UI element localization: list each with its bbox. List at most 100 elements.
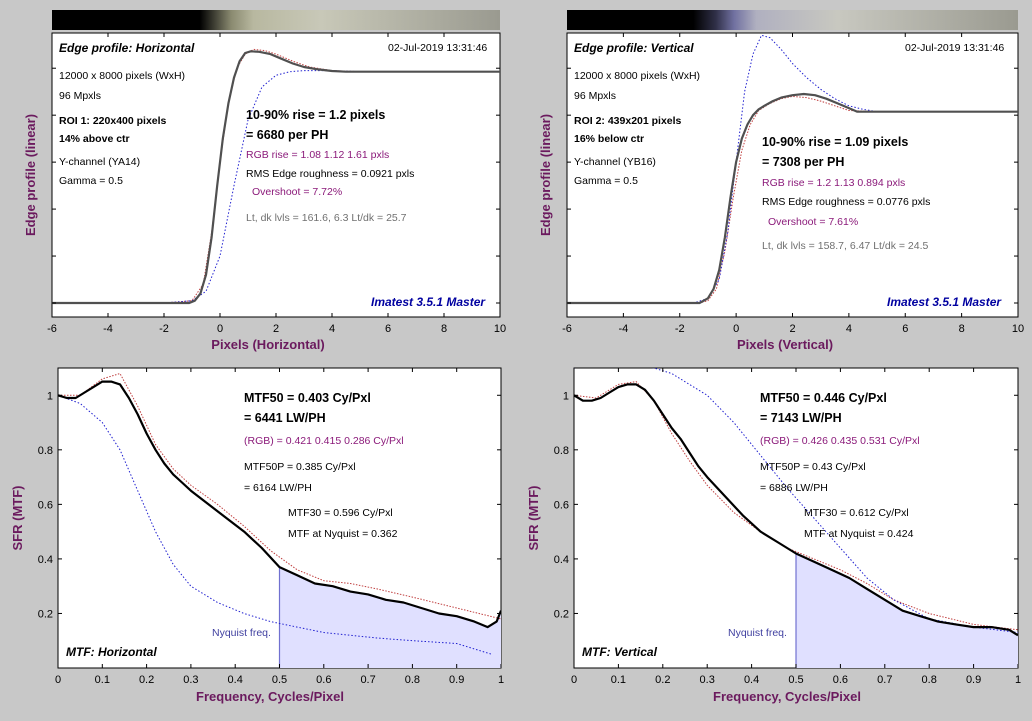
x-tick-label: 10 <box>494 323 506 335</box>
channel: Y-channel (YA14) <box>59 156 140 168</box>
x-tick-label: 6 <box>902 323 908 335</box>
x-tick-label: 0.8 <box>405 674 420 686</box>
panel-title: MTF: Horizontal <box>66 645 157 659</box>
x-tick-label: 0.5 <box>272 674 287 686</box>
mtf50-rgb: (RGB) = 0.426 0.435 0.531 Cy/Pxl <box>760 435 920 447</box>
rise-per-ph: = 7308 per PH <box>762 155 844 169</box>
y-axis-title: Edge profile (linear) <box>23 114 38 236</box>
x-tick-label: 4 <box>846 323 852 335</box>
x-axis-title: Pixels (Horizontal) <box>211 337 324 352</box>
y-tick-label: 0.2 <box>38 608 53 620</box>
series-y-line <box>574 383 1018 637</box>
x-axis-title: Frequency, Cycles/Pixel <box>713 689 861 704</box>
y-tick-label: 0.8 <box>554 445 569 457</box>
y-axis-title: SFR (MTF) <box>10 486 25 551</box>
megapixels: 96 Mpxls <box>59 90 101 102</box>
nyquist-label: Nyquist freq. <box>728 627 787 639</box>
x-tick-label: 0 <box>571 674 577 686</box>
x-tick-label: 0.6 <box>833 674 848 686</box>
x-tick-label: 4 <box>329 323 335 335</box>
timestamp: 02-Jul-2019 13:31:46 <box>905 42 1004 54</box>
rms-roughness: RMS Edge roughness = 0.0776 pxls <box>762 196 930 208</box>
y-tick-label: 1 <box>47 390 53 402</box>
x-tick-label: 0.1 <box>611 674 626 686</box>
x-axis-title: Pixels (Vertical) <box>737 337 833 352</box>
roi-position: 16% below ctr <box>574 133 644 145</box>
nyquist-label: Nyquist freq. <box>212 627 271 639</box>
mtf-panel-vertical: MTF50 = 0.446 Cy/Pxl = 7143 LW/PH (RGB) … <box>526 367 1021 704</box>
mtf30-value: MTF30 = 0.596 Cy/Pxl <box>288 507 393 519</box>
x-tick-label: -6 <box>47 323 57 335</box>
roi-size: ROI 1: 220x400 pixels <box>59 115 167 127</box>
mtf50p-lwph: = 6886 LW/PH <box>760 482 828 494</box>
y-tick-label: 0.6 <box>38 499 53 511</box>
megapixels: 96 Mpxls <box>574 90 616 102</box>
roi-position: 14% above ctr <box>59 133 130 145</box>
nyquist-region <box>796 553 1018 668</box>
mtf50-value: MTF50 = 0.446 Cy/Pxl <box>760 391 887 405</box>
rgb-rise: RGB rise = 1.08 1.12 1.61 pxls <box>246 149 389 161</box>
x-tick-label: 0 <box>55 674 61 686</box>
levels: Lt, dk lvls = 161.6, 6.3 Lt/dk = 25.7 <box>246 212 407 224</box>
x-tick-label: 1 <box>1015 674 1021 686</box>
y-tick-label: 0.8 <box>38 445 53 457</box>
plot-area <box>51 32 501 318</box>
x-tick-label: 0 <box>217 323 223 335</box>
plot-area <box>566 32 1019 318</box>
brand-label: Imatest 3.5.1 Master <box>887 295 1002 309</box>
series-y-line <box>52 50 500 305</box>
x-tick-label: -4 <box>103 323 113 335</box>
rise-value: 10-90% rise = 1.09 pixels <box>762 135 908 149</box>
x-tick-label: -2 <box>159 323 169 335</box>
x-tick-label: 6 <box>385 323 391 335</box>
gray-strip-horizontal <box>52 10 500 30</box>
x-tick-label: 0.1 <box>95 674 110 686</box>
rms-roughness: RMS Edge roughness = 0.0921 pxls <box>246 168 414 180</box>
mtf50-lwph: = 6441 LW/PH <box>244 411 326 425</box>
series-r-line <box>567 95 1018 304</box>
x-tick-label: 0.9 <box>966 674 981 686</box>
mtf-panel-horizontal: MTF50 = 0.403 Cy/Pxl = 6441 LW/PH (RGB) … <box>10 367 504 704</box>
mtf50p-value: MTF50P = 0.385 Cy/Pxl <box>244 461 356 473</box>
panel-title: MTF: Vertical <box>582 645 658 659</box>
x-tick-label: 0.4 <box>228 674 243 686</box>
x-tick-label: 0.3 <box>700 674 715 686</box>
series-r-line <box>574 381 1018 631</box>
x-tick-label: 1 <box>498 674 504 686</box>
edge-panel-vertical: Edge profile: Vertical 02-Jul-2019 13:31… <box>538 32 1024 352</box>
y-axis-title: Edge profile (linear) <box>538 114 553 236</box>
gamma: Gamma = 0.5 <box>574 175 638 187</box>
x-axis-title: Frequency, Cycles/Pixel <box>196 689 344 704</box>
series-y-line <box>567 92 1018 305</box>
x-tick-label: 2 <box>273 323 279 335</box>
x-tick-label: 0.2 <box>139 674 154 686</box>
rgb-rise: RGB rise = 1.2 1.13 0.894 pxls <box>762 177 905 189</box>
y-tick-label: 1 <box>563 390 569 402</box>
x-tick-label: 0.4 <box>744 674 759 686</box>
series-b-line <box>567 34 1018 304</box>
x-tick-label: 0.5 <box>788 674 803 686</box>
x-tick-label: 0.7 <box>877 674 892 686</box>
panel-title: Edge profile: Vertical <box>574 41 694 55</box>
x-tick-label: 8 <box>441 323 447 335</box>
y-tick-label: 0.6 <box>554 499 569 511</box>
x-tick-label: -4 <box>618 323 628 335</box>
x-tick-label: 0.6 <box>316 674 331 686</box>
x-tick-label: 0.8 <box>922 674 937 686</box>
panel-title: Edge profile: Horizontal <box>59 41 195 55</box>
edge-panel-horizontal: Edge profile: Horizontal 02-Jul-2019 13:… <box>23 32 506 352</box>
y-tick-label: 0.4 <box>38 554 53 566</box>
series-r-line <box>58 373 501 620</box>
y-axis-title: SFR (MTF) <box>526 486 541 551</box>
mtf30-value: MTF30 = 0.612 Cy/Pxl <box>804 507 909 519</box>
mtf50-value: MTF50 = 0.403 Cy/Pxl <box>244 391 371 405</box>
series-b-line <box>58 394 493 655</box>
mtf50p-lwph: = 6164 LW/PH <box>244 482 312 494</box>
x-tick-label: 0.9 <box>449 674 464 686</box>
image-size: 12000 x 8000 pixels (WxH) <box>59 70 185 82</box>
image-size: 12000 x 8000 pixels (WxH) <box>574 70 700 82</box>
levels: Lt, dk lvls = 158.7, 6.47 Lt/dk = 24.5 <box>762 240 929 252</box>
overshoot: Overshoot = 7.72% <box>252 186 342 198</box>
mtf50p-value: MTF50P = 0.43 Cy/Pxl <box>760 461 866 473</box>
